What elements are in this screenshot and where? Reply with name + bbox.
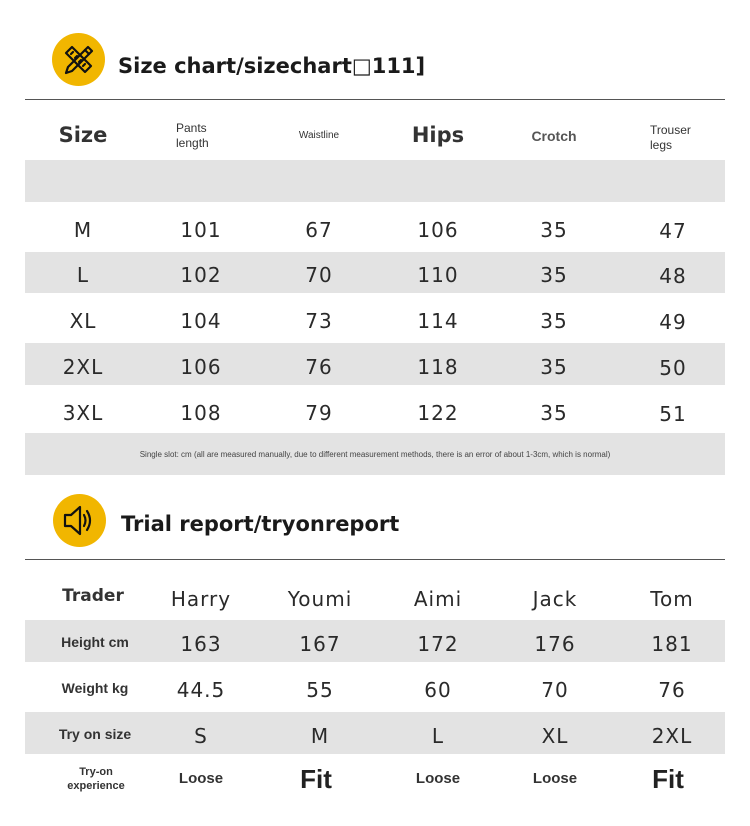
row-label-try-on-size: Try on size [58, 726, 132, 742]
table-band [25, 160, 725, 202]
experience-cell: Fit [300, 764, 332, 794]
size-chart-title: Size chart/sizechart□111] [118, 54, 426, 78]
hips-cell: 118 [417, 355, 459, 379]
waistline-cell: 79 [305, 401, 333, 425]
try-on-size-cell: 2XL [651, 724, 693, 748]
trouser-legs-cell: 48 [659, 264, 687, 288]
table-band [25, 252, 725, 293]
row-label-height: Height cm [61, 634, 129, 650]
trouser-legs-cell: 49 [659, 310, 687, 334]
height-cell: 172 [417, 632, 459, 656]
crotch-cell: 35 [540, 218, 568, 242]
trouser-legs-cell: 50 [659, 356, 687, 380]
try-on-size-cell: XL [541, 724, 569, 748]
table-band [25, 343, 725, 385]
hips-cell: 106 [417, 218, 459, 242]
person-name: Jack [532, 587, 578, 611]
divider [25, 559, 725, 560]
hips-cell: 110 [417, 263, 459, 287]
experience-cell: Loose [178, 770, 224, 787]
header-trouser-legs: Trouser legs [650, 123, 691, 152]
experience-cell: Loose [532, 770, 578, 787]
crotch-cell: 35 [540, 263, 568, 287]
waistline-cell: 73 [305, 309, 333, 333]
header-trader: Trader [62, 586, 124, 606]
person-name: Tom [650, 587, 694, 611]
waistline-cell: 76 [305, 355, 333, 379]
table-band [25, 712, 725, 754]
height-cell: 176 [534, 632, 576, 656]
pants-length-cell: 104 [180, 309, 222, 333]
size-cell: M [73, 218, 93, 242]
experience-cell: Loose [415, 770, 461, 787]
trial-report-title: Trial report/tryonreport [121, 512, 400, 536]
row-label-experience: Try-on experience [67, 766, 125, 792]
try-on-size-cell: M [310, 724, 330, 748]
hips-cell: 122 [417, 401, 459, 425]
measurement-note: Single slot: cm (all are measured manual… [139, 450, 611, 459]
size-cell: XL [69, 309, 97, 333]
waistline-cell: 70 [305, 263, 333, 287]
person-name: Harry [170, 587, 232, 611]
waistline-cell: 67 [305, 218, 333, 242]
trouser-legs-cell: 47 [659, 219, 687, 243]
row-label-weight: Weight kg [61, 680, 129, 696]
pants-length-cell: 102 [180, 263, 222, 287]
experience-cell: Fit [652, 764, 684, 794]
try-on-size-cell: S [194, 724, 208, 748]
crotch-cell: 35 [540, 309, 568, 333]
header-waistline: Waistline [298, 130, 340, 141]
height-cell: 163 [180, 632, 222, 656]
height-cell: 167 [299, 632, 341, 656]
size-cell: 2XL [62, 355, 104, 379]
weight-cell: 60 [424, 678, 452, 702]
speaker-icon [63, 505, 92, 536]
pants-length-cell: 108 [180, 401, 222, 425]
pants-length-cell: 101 [180, 218, 222, 242]
header-crotch: Crotch [531, 128, 577, 144]
height-cell: 181 [651, 632, 693, 656]
weight-cell: 44.5 [176, 678, 226, 702]
crotch-cell: 35 [540, 401, 568, 425]
header-hips: Hips [411, 123, 465, 147]
divider [25, 99, 725, 100]
person-name: Aimi [413, 587, 463, 611]
weight-cell: 76 [658, 678, 686, 702]
size-cell: L [76, 263, 90, 287]
pencil-ruler-icon [64, 45, 94, 75]
crotch-cell: 35 [540, 355, 568, 379]
table-band [25, 433, 725, 475]
section-icon-badge [53, 494, 106, 547]
weight-cell: 55 [306, 678, 334, 702]
size-cell: 3XL [62, 401, 104, 425]
hips-cell: 114 [417, 309, 459, 333]
section-icon-badge [52, 33, 105, 86]
try-on-size-cell: L [431, 724, 445, 748]
person-name: Youmi [287, 587, 353, 611]
weight-cell: 70 [541, 678, 569, 702]
pants-length-cell: 106 [180, 355, 222, 379]
header-pants-length: Pants length [176, 121, 209, 150]
trouser-legs-cell: 51 [659, 402, 687, 426]
header-size: Size [58, 123, 108, 147]
table-band [25, 620, 725, 662]
